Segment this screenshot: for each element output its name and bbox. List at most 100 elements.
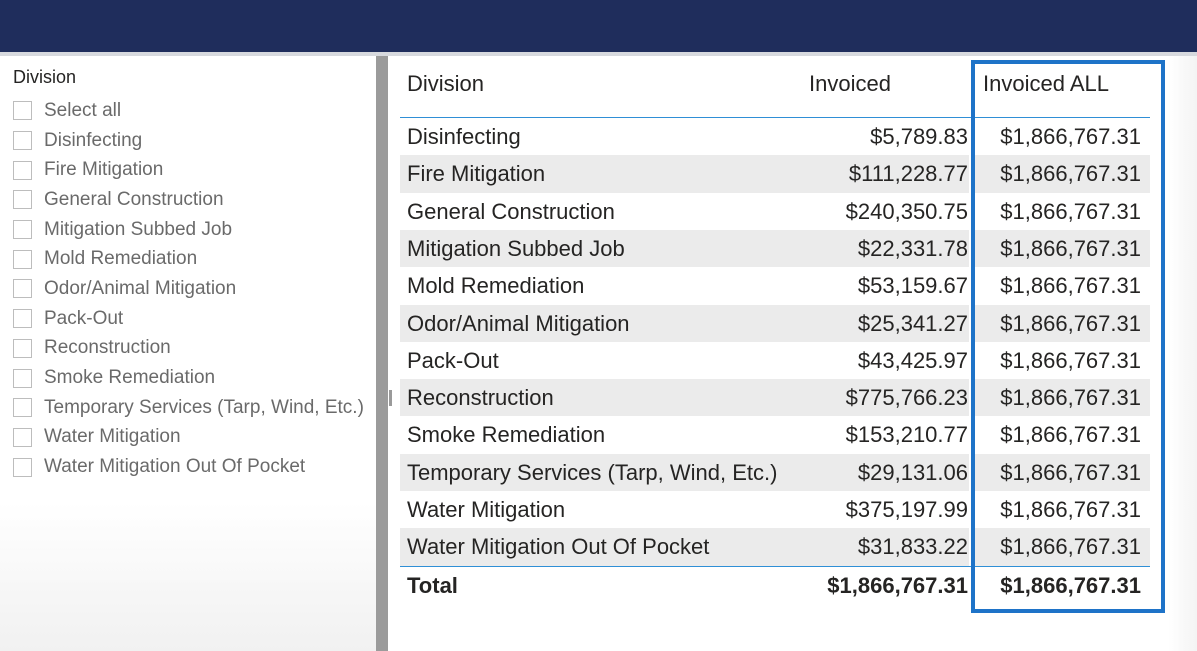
table-header: Division Invoiced Invoiced ALL [400,62,1150,118]
cell-division: Reconstruction [407,385,554,411]
cell-invoiced-all: $1,866,767.31 [1000,534,1141,560]
slicer-item-mitigation-subbed-job[interactable]: Mitigation Subbed Job [13,215,364,245]
cell-invoiced-all: $1,866,767.31 [1000,385,1141,411]
slicer-title: Division [13,67,77,87]
slicer-item-label: Smoke Remediation [44,367,216,389]
slicer-item-pack-out[interactable]: Pack-Out [13,304,364,334]
table-row[interactable]: Smoke Remediation $153,210.77 $1,866,767… [400,416,1150,453]
table-row[interactable]: Water Mitigation $375,197.99 $1,866,767.… [400,491,1150,528]
cell-division: Pack-Out [407,347,499,373]
cell-division: Water Mitigation Out Of Pocket [407,534,710,560]
slicer-item-disinfecting[interactable]: Disinfecting [13,126,364,156]
cell-invoiced: $25,341.27 [857,310,968,336]
cell-invoiced: $22,331.78 [857,235,968,261]
checkbox[interactable] [13,160,32,180]
cell-invoiced-all: $1,866,767.31 [1000,161,1141,187]
cell-invoiced-all: $1,866,767.31 [1000,198,1141,224]
cell-division: Water Mitigation [407,497,566,522]
cell-invoiced-all: $1,866,767.31 [1000,347,1141,373]
visual-edge [1168,56,1197,651]
table-row[interactable]: Disinfecting $5,789.83 $1,866,767.31 [400,118,1150,155]
cell-invoiced-all: $1,866,767.31 [1000,422,1141,448]
cell-invoiced: $29,131.06 [857,459,968,485]
total-label: Total [407,573,458,598]
column-separator [969,379,971,417]
table-row[interactable]: Temporary Services (Tarp, Wind, Etc.) $2… [400,453,1150,491]
table-row[interactable]: Mold Remediation $53,159.67 $1,866,767.3… [400,267,1150,304]
slicer-item-general-construction[interactable]: General Construction [13,185,364,215]
slicer-item-label: Select all [44,99,122,121]
slicer-item-odor-animal-mitigation[interactable]: Odor/Animal Mitigation [13,274,364,304]
checkbox[interactable] [13,368,32,388]
cell-division: Disinfecting [407,124,521,149]
cell-division: Odor/Animal Mitigation [407,310,630,336]
slicer-item-mold-remediation[interactable]: Mold Remediation [13,244,364,274]
slicer-list: Select all Disinfecting Fire Mitigation … [13,96,364,482]
checkbox[interactable] [13,101,32,121]
checkbox[interactable] [13,309,32,329]
slicer-item-label: Fire Mitigation [44,159,164,181]
checkbox[interactable] [13,220,32,240]
cell-invoiced: $31,833.22 [857,534,968,560]
table-row[interactable]: Fire Mitigation $111,228.77 $1,866,767.3… [400,155,1150,193]
cell-invoiced-all: $1,866,767.31 [1000,124,1141,149]
cell-invoiced-all: $1,866,767.31 [1000,459,1141,485]
checkbox[interactable] [13,249,32,269]
cell-invoiced-all: $1,866,767.31 [1000,497,1141,522]
cell-invoiced: $153,210.77 [845,422,968,448]
column-separator [969,453,971,491]
banner-shadow [0,52,1197,56]
cell-invoiced: $5,789.83 [870,124,968,149]
total-invoiced: $1,866,767.31 [827,573,968,598]
cell-invoiced-all: $1,866,767.31 [1000,310,1141,336]
slicer-item-water-mitigation-out-of-pocket[interactable]: Water Mitigation Out Of Pocket [13,452,364,482]
slicer-item-label: Mitigation Subbed Job [44,218,233,240]
resize-handle[interactable] [389,390,392,406]
slicer-item-select-all[interactable]: Select all [13,96,364,126]
slicer-item-smoke-remediation[interactable]: Smoke Remediation [13,363,364,393]
cell-invoiced: $43,425.97 [857,347,968,373]
cell-invoiced: $240,350.75 [845,198,968,224]
cell-division: Mold Remediation [407,273,585,299]
column-separator [969,528,971,566]
division-slicer: Division Select all Disinfecting Fire Mi… [0,56,376,651]
table-row[interactable]: General Construction $240,350.75 $1,866,… [400,193,1150,230]
cell-invoiced: $775,766.23 [845,385,968,411]
cell-division: Mitigation Subbed Job [407,235,625,261]
slicer-item-water-mitigation[interactable]: Water Mitigation [13,423,364,453]
slicer-item-label: Temporary Services (Tarp, Wind, Etc.) [44,396,364,418]
slicer-item-temporary-services[interactable]: Temporary Services (Tarp, Wind, Etc.) [13,393,364,423]
header-division[interactable]: Division [407,71,485,96]
slicer-item-label: Water Mitigation Out Of Pocket [44,456,306,478]
checkbox[interactable] [13,190,32,210]
checkbox[interactable] [13,279,32,299]
slicer-item-label: Mold Remediation [44,248,198,270]
table-row[interactable]: Pack-Out $43,425.97 $1,866,767.31 [400,342,1150,379]
cell-invoiced: $53,159.67 [857,273,968,299]
slicer-item-reconstruction[interactable]: Reconstruction [13,334,364,364]
slicer-item-label: Reconstruction [44,337,171,359]
table-row[interactable]: Water Mitigation Out Of Pocket $31,833.2… [400,528,1150,566]
slicer-item-label: General Construction [44,188,224,210]
slicer-item-label: Pack-Out [44,307,124,329]
table-row[interactable]: Reconstruction $775,766.23 $1,866,767.31 [400,379,1150,417]
header-invoiced-all[interactable]: Invoiced ALL [983,71,1109,96]
table-row[interactable]: Mitigation Subbed Job $22,331.78 $1,866,… [400,229,1150,268]
checkbox[interactable] [13,338,32,358]
slicer-item-fire-mitigation[interactable]: Fire Mitigation [13,155,364,185]
checkbox[interactable] [13,427,32,447]
header-invoiced[interactable]: Invoiced [809,71,891,96]
cell-division: Temporary Services (Tarp, Wind, Etc.) [407,459,778,485]
checkbox[interactable] [13,457,32,477]
column-separator [969,229,971,268]
cell-division: Fire Mitigation [407,161,546,187]
slicer-item-label: Water Mitigation [44,426,181,448]
top-banner [0,0,1197,52]
slicer-item-label: Odor/Animal Mitigation [44,277,237,299]
cell-division: General Construction [407,198,615,224]
table-total-row: Total $1,866,767.31 $1,866,767.31 [400,566,1150,607]
checkbox[interactable] [13,398,32,418]
checkbox[interactable] [13,131,32,151]
table-row[interactable]: Odor/Animal Mitigation $25,341.27 $1,866… [400,304,1150,342]
panel-divider[interactable] [376,56,388,651]
